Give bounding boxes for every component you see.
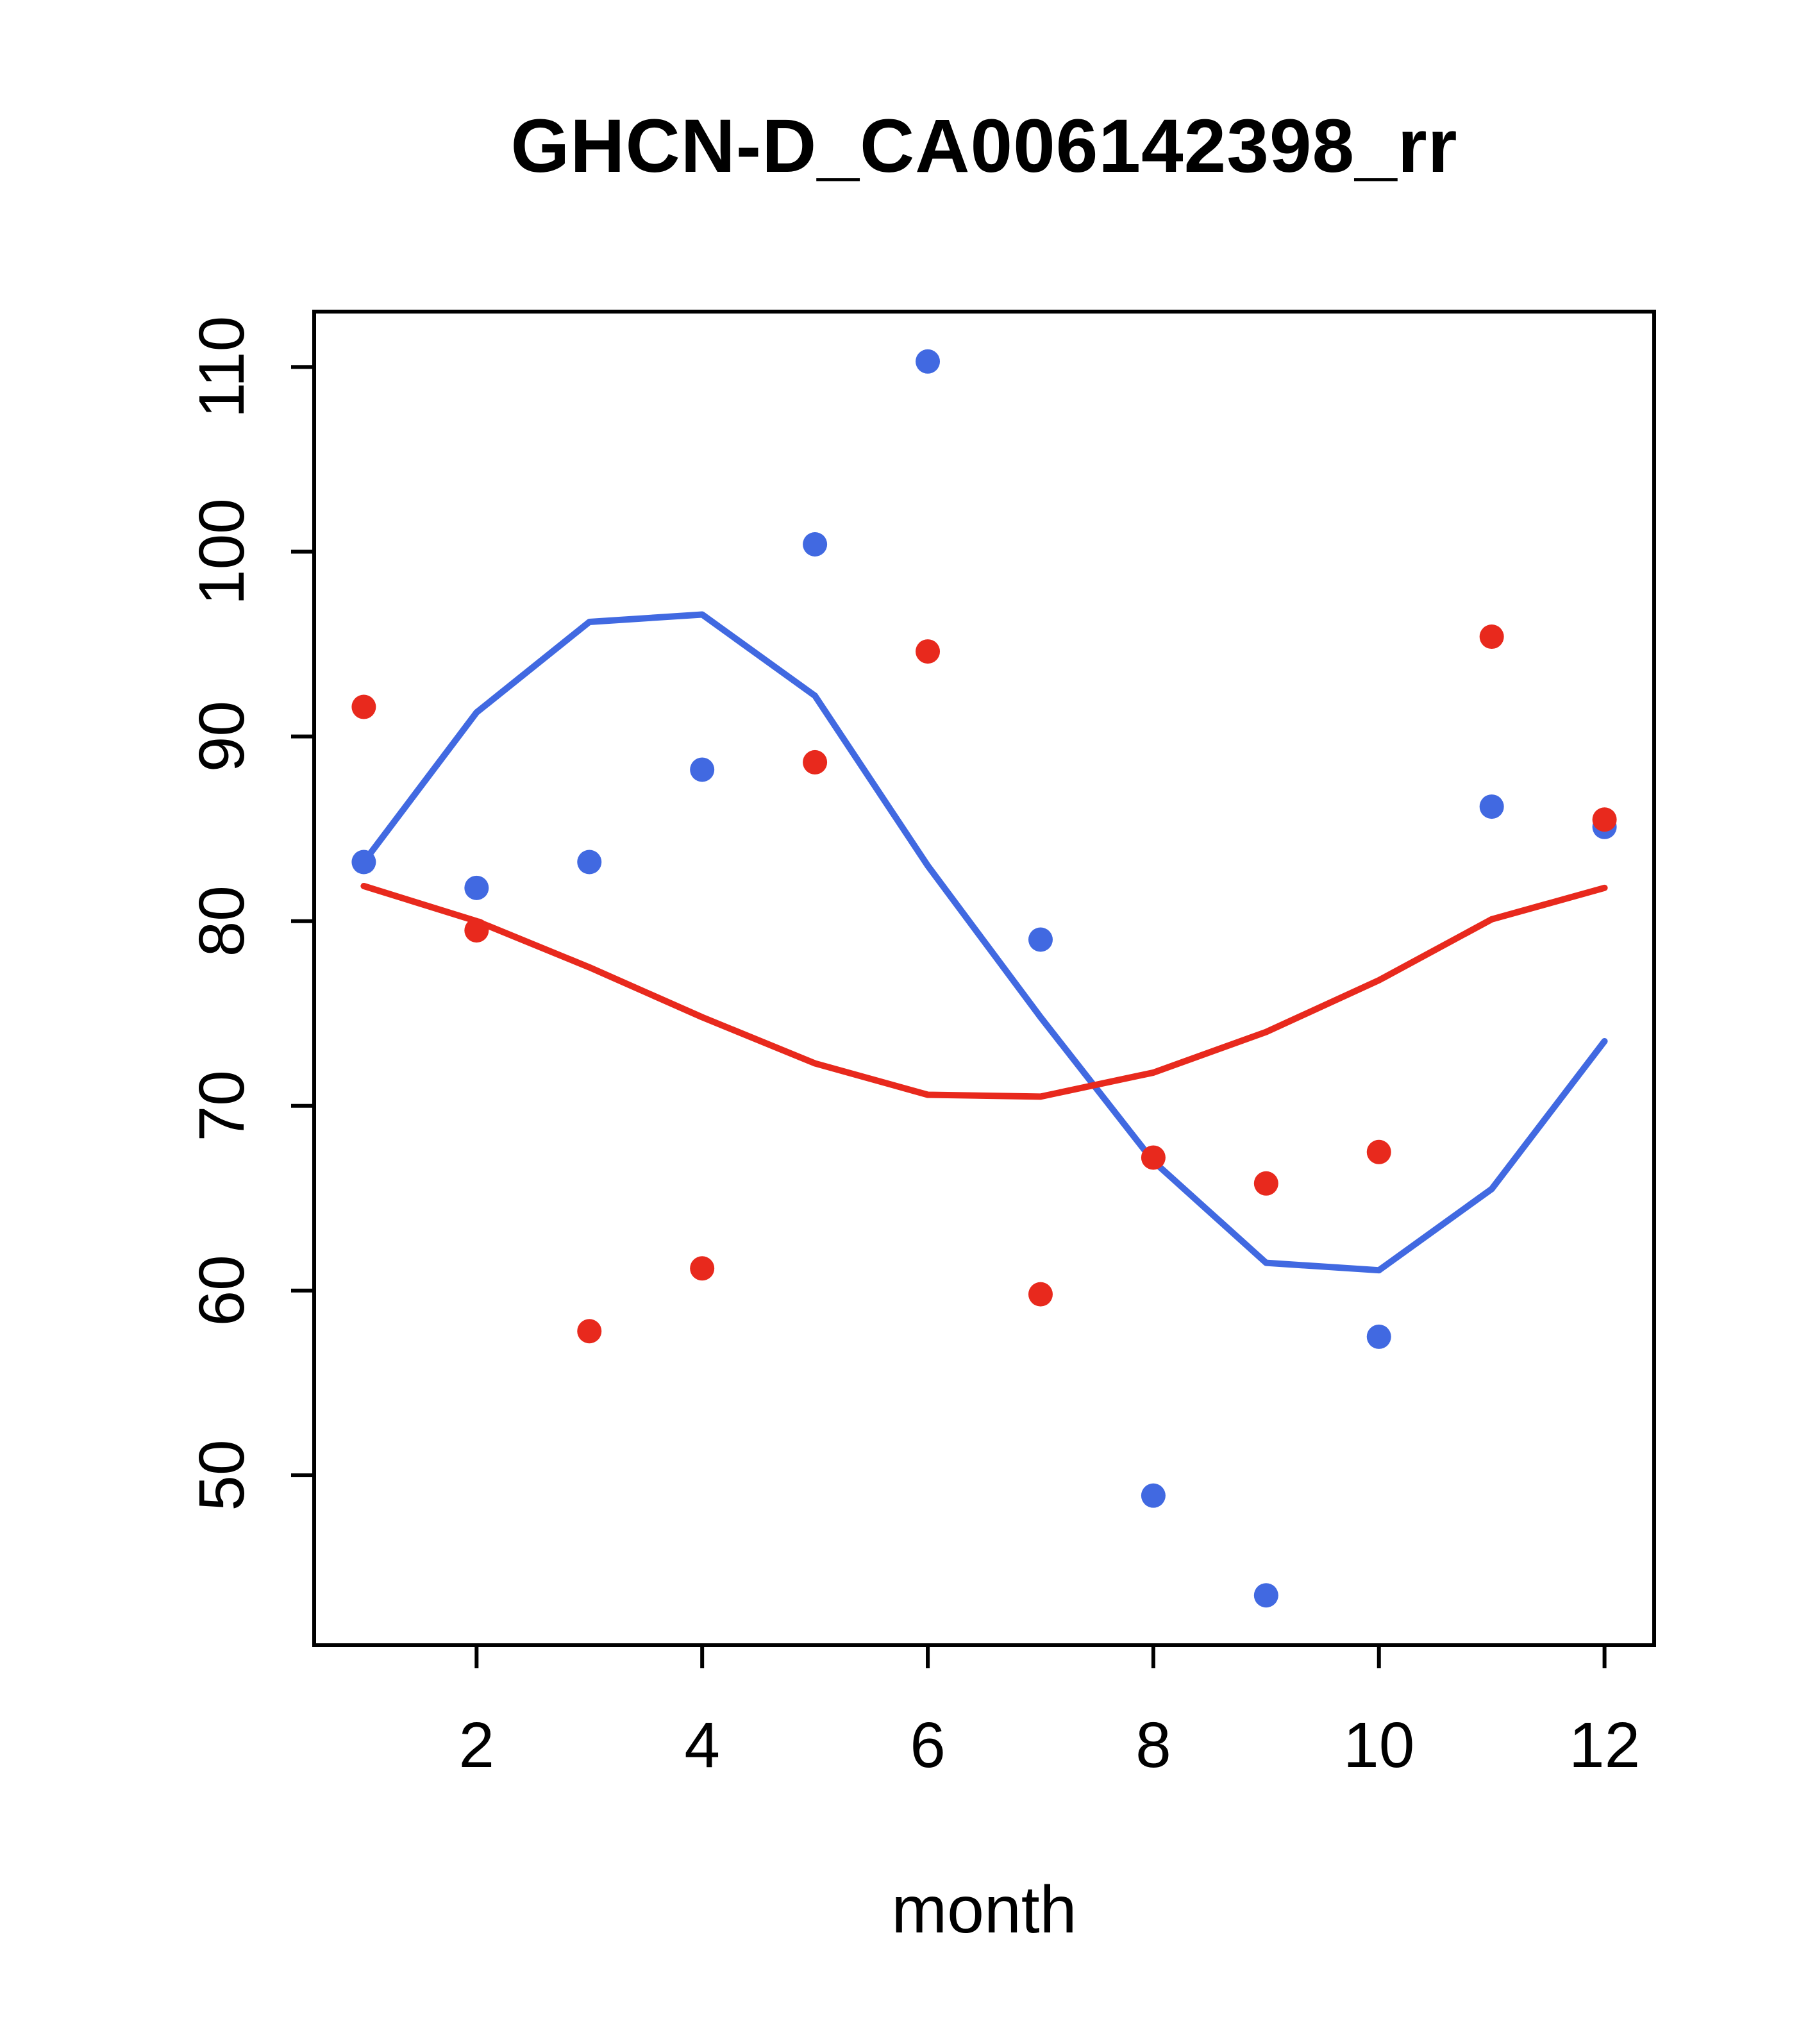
red-points-marker bbox=[1479, 624, 1504, 649]
red-points-marker bbox=[690, 1256, 715, 1281]
y-tick-label: 70 bbox=[186, 1070, 258, 1141]
chart-title: GHCN-D_CA006142398_rr bbox=[510, 104, 1458, 188]
red-points-marker bbox=[1028, 1282, 1053, 1307]
red-points-marker bbox=[577, 1319, 602, 1344]
blue-points-marker bbox=[1028, 927, 1053, 952]
y-tick-label: 60 bbox=[186, 1255, 258, 1326]
y-tick-label: 110 bbox=[186, 316, 258, 418]
blue-points-marker bbox=[916, 349, 941, 374]
blue-points-marker bbox=[464, 875, 489, 900]
blue-points-marker bbox=[1366, 1324, 1391, 1349]
y-tick-label: 90 bbox=[186, 701, 258, 772]
plot-box bbox=[312, 310, 1656, 1647]
red-points-marker bbox=[351, 694, 376, 719]
blue-points-marker bbox=[1479, 794, 1504, 819]
blue-points-marker bbox=[577, 850, 602, 875]
blue-points-marker bbox=[1141, 1483, 1166, 1508]
x-axis-title: month bbox=[891, 1873, 1077, 1947]
blue-points-marker bbox=[690, 757, 715, 782]
blue-points-marker bbox=[803, 532, 828, 557]
y-tick-label: 50 bbox=[186, 1439, 258, 1511]
x-tick-label: 2 bbox=[459, 1709, 495, 1781]
blue-points-marker bbox=[1253, 1583, 1278, 1608]
y-tick-label: 80 bbox=[186, 885, 258, 957]
red-smooth-line bbox=[360, 882, 1608, 1100]
blue-smooth-line bbox=[360, 611, 1608, 1274]
red-points-marker bbox=[1141, 1145, 1166, 1170]
x-tick-label: 8 bbox=[1135, 1709, 1171, 1781]
red-points-marker bbox=[1253, 1171, 1278, 1196]
red-points-marker bbox=[803, 750, 828, 775]
red-points-marker bbox=[464, 918, 489, 943]
x-tick-label: 12 bbox=[1569, 1709, 1640, 1781]
blue-points-marker bbox=[351, 850, 376, 875]
y-tick-label: 100 bbox=[186, 498, 258, 605]
x-tick-label: 10 bbox=[1343, 1709, 1414, 1781]
red-points-marker bbox=[916, 639, 941, 664]
red-points-marker bbox=[1366, 1139, 1391, 1164]
x-tick-label: 6 bbox=[910, 1709, 946, 1781]
x-tick-label: 4 bbox=[684, 1709, 720, 1781]
red-points-marker bbox=[1592, 807, 1617, 832]
